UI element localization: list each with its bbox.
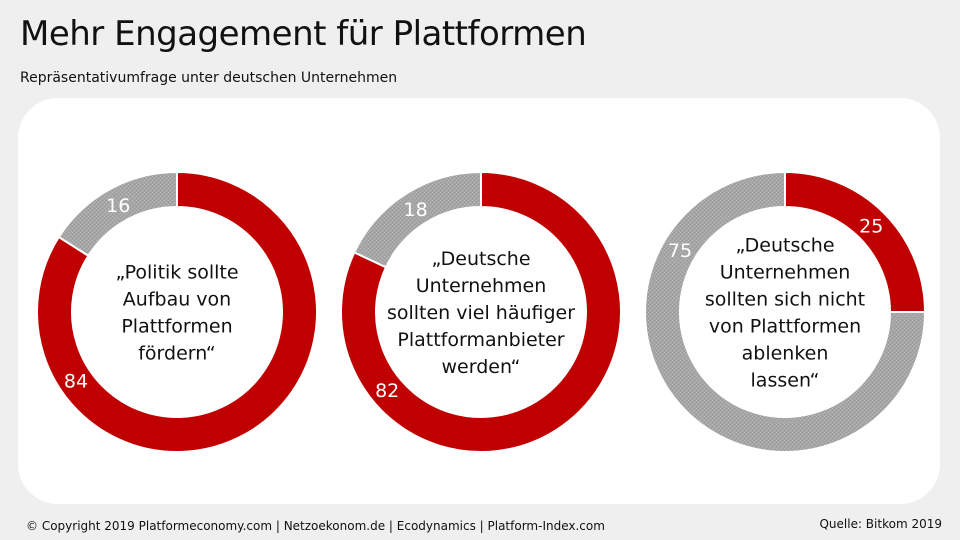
center-label-line: ablenken	[742, 343, 829, 365]
slice-value-label: 16	[106, 195, 130, 217]
donut-slice	[57, 170, 178, 258]
copyright-text: © Copyright 2019 Platformeconomy.com | N…	[26, 519, 605, 533]
source-text: Quelle: Bitkom 2019	[819, 517, 942, 531]
slice-value-label: 18	[404, 199, 428, 221]
center-label-line: Plattformanbieter	[397, 329, 564, 351]
center-label-line: lassen“	[751, 370, 820, 392]
slice-value-label: 82	[375, 380, 399, 402]
slice-value-label: 84	[64, 370, 88, 392]
donut-slice	[352, 170, 482, 269]
slice-value-label: 75	[668, 240, 692, 262]
center-label-line: werden“	[442, 356, 521, 378]
donut-chart-2: 82 18 „Deutsche Unternehmen sollten viel häu…	[340, 170, 622, 453]
center-label-line: von Plattformen	[709, 316, 861, 338]
center-label-line: Plattformen	[121, 316, 232, 338]
donut-chart-1: 84 16 „Politik sollte Aufbau von Plattformen…	[36, 170, 318, 453]
page-subtitle: Repräsentativumfrage unter deutschen Unt…	[20, 70, 398, 86]
donut-slice	[644, 170, 927, 453]
center-label-line: Unternehmen	[416, 275, 547, 297]
center-label-line: „Politik sollte	[115, 262, 238, 284]
donut-slice	[36, 170, 318, 453]
center-label-line: „Deutsche	[735, 235, 834, 257]
page-title: Mehr Engagement für Plattformen	[20, 14, 587, 54]
center-label-line: sollten sich nicht	[705, 289, 865, 311]
center-label-line: Unternehmen	[720, 262, 851, 284]
center-label-line: sollten viel häufiger	[387, 302, 575, 324]
center-label-line: fördern“	[138, 343, 216, 365]
donut-slice	[340, 170, 622, 453]
donut-chart-3: 25 75 „Deutsche Unternehmen sollten sich nic…	[644, 170, 927, 453]
center-label-line: Aufbau von	[123, 289, 231, 311]
slice-value-label: 25	[859, 216, 883, 238]
center-label-line: „Deutsche	[431, 248, 530, 270]
